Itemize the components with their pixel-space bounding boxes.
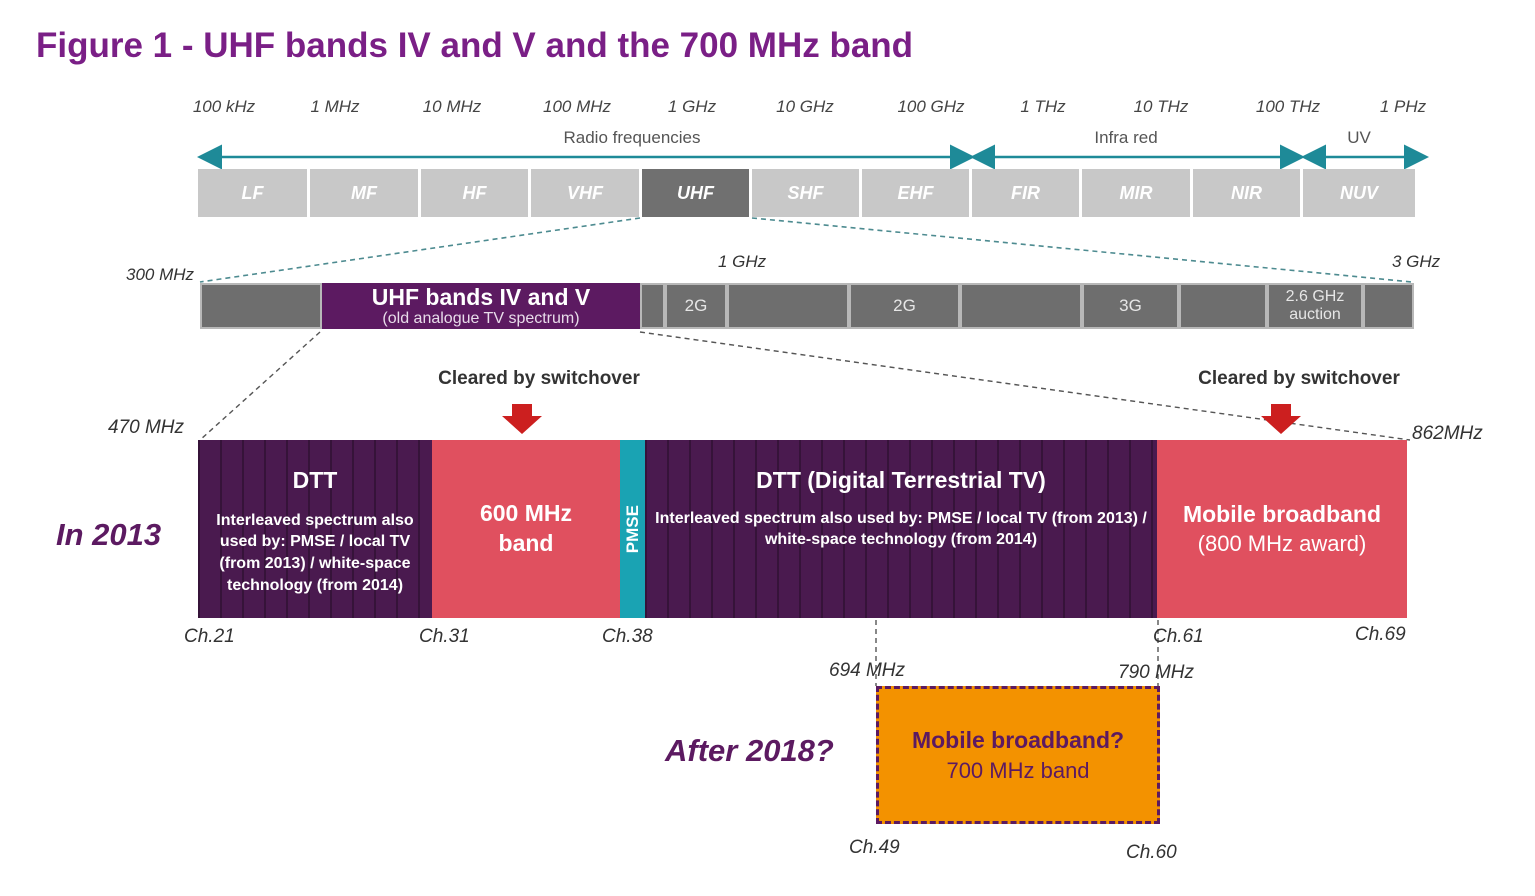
seg-blank — [1363, 283, 1414, 329]
pmse-label: PMSE — [622, 504, 642, 554]
freq-label: 1 MHz — [310, 97, 360, 116]
band-hf: HF — [421, 169, 531, 217]
band600-title: 600 MHz band — [479, 500, 573, 556]
future-title: Mobile broadband? — [911, 726, 1125, 753]
seg-2g-label: 2G — [684, 296, 708, 316]
zoom-line-right — [751, 217, 1413, 283]
freq-label: 100 MHz — [542, 97, 612, 116]
category-radio: Radio frequencies — [563, 128, 701, 147]
uhf-bands-sub: (old analogue TV spectrum) — [382, 310, 580, 328]
freq-label: 10 GHz — [776, 97, 834, 116]
seg-blank — [960, 283, 1082, 329]
zoom-line-left — [199, 217, 641, 283]
mobile-broadband-block: Mobile broadband (800 MHz award) — [1157, 440, 1407, 618]
seg-3g-label: 3G — [1119, 296, 1142, 316]
detail-line-left — [199, 331, 321, 441]
dtt2-sub: Interleaved spectrum also used by: PMSE … — [655, 509, 1147, 549]
seg-uhf-bands: UHF bands IV and V (old analogue TV spec… — [322, 283, 640, 329]
band-mir: MIR — [1082, 169, 1193, 217]
future-700mhz-block: Mobile broadband? 700 MHz band — [876, 686, 1160, 824]
freq-label: 100 THz — [1255, 97, 1321, 116]
freq-label: 100 kHz — [192, 97, 256, 116]
channel-label: Ch.60 — [1126, 842, 1177, 863]
channel-label: Ch.31 — [419, 626, 470, 647]
detail-line-right — [639, 331, 1411, 441]
category-infrared: Infra red — [1094, 128, 1158, 147]
year-2013: In 2013 — [56, 517, 162, 552]
label-470mhz: 470 MHz — [108, 417, 185, 438]
seg-2g-label: 2G — [893, 296, 916, 316]
seg-blank — [200, 283, 322, 329]
dtt-block-1: DTT Interleaved spectrum also used by: P… — [198, 440, 432, 618]
band-fir: FIR — [972, 169, 1082, 217]
seg-auction-label: 2.6 GHz auction — [1285, 287, 1345, 323]
seg-blank — [1179, 283, 1267, 329]
freq-label: 10 MHz — [422, 97, 482, 116]
freq-label: 1 GHz — [667, 97, 717, 116]
seg-blank — [640, 283, 665, 329]
freq-label: 1 PHz — [1379, 97, 1427, 116]
freq-label: 100 GHz — [897, 97, 965, 116]
band-ehf: EHF — [862, 169, 972, 217]
seg-3g: 3G — [1082, 283, 1179, 329]
category-uv: UV — [1347, 128, 1371, 147]
label-1ghz: 1 GHz — [718, 252, 767, 271]
freq-label: 10 THz — [1133, 97, 1189, 116]
figure-title: Figure 1 - UHF bands IV and V and the 70… — [36, 26, 914, 65]
mobile-sub: (800 MHz award) — [1197, 530, 1367, 556]
channel-label: Ch.49 — [849, 837, 900, 858]
channel-label: Ch.61 — [1153, 626, 1204, 647]
dtt1-sub: Interleaved spectrum also used by: PMSE … — [216, 511, 414, 594]
down-arrow-left — [502, 404, 542, 434]
channel-label: Ch.69 — [1355, 624, 1406, 645]
cleared-label-left: Cleared by switchover — [438, 368, 640, 389]
band-nir: NIR — [1193, 169, 1303, 217]
band-lf: LF — [198, 169, 310, 217]
band-nuv: NUV — [1303, 169, 1415, 217]
future-sub: 700 MHz band — [946, 757, 1090, 783]
band-shf: SHF — [752, 169, 862, 217]
cleared-label-right: Cleared by switchover — [1198, 368, 1400, 389]
seg-blank — [727, 283, 849, 329]
band-uhf: UHF — [642, 169, 752, 217]
year-after-2018: After 2018? — [665, 733, 834, 768]
label-790mhz: 790 MHz — [1118, 662, 1195, 683]
dtt-block-2: DTT (Digital Terrestrial TV) Interleaved… — [645, 440, 1157, 618]
seg-2g: 2G — [849, 283, 960, 329]
dtt2-title: DTT (Digital Terrestrial TV) — [756, 467, 1046, 493]
band-vhf: VHF — [531, 169, 642, 217]
channel-label: Ch.38 — [602, 626, 653, 647]
down-arrow-right — [1261, 404, 1301, 434]
seg-2g: 2G — [665, 283, 727, 329]
label-300mhz: 300 MHz — [126, 265, 195, 284]
band-mf: MF — [310, 169, 421, 217]
mobile-title: Mobile broadband — [1182, 500, 1382, 527]
label-694mhz: 694 MHz — [829, 660, 906, 681]
dtt1-title: DTT — [292, 467, 338, 493]
label-862mhz: 862MHz — [1412, 423, 1483, 444]
seg-auction: 2.6 GHz auction — [1267, 283, 1363, 329]
channel-label: Ch.21 — [184, 626, 235, 647]
pmse-block: PMSE — [620, 440, 645, 618]
freq-label: 1 THz — [1020, 97, 1066, 116]
band-600mhz-block: 600 MHz band — [432, 440, 620, 618]
label-3ghz: 3 GHz — [1392, 252, 1441, 271]
uhf-bands-title: UHF bands IV and V — [371, 283, 591, 310]
